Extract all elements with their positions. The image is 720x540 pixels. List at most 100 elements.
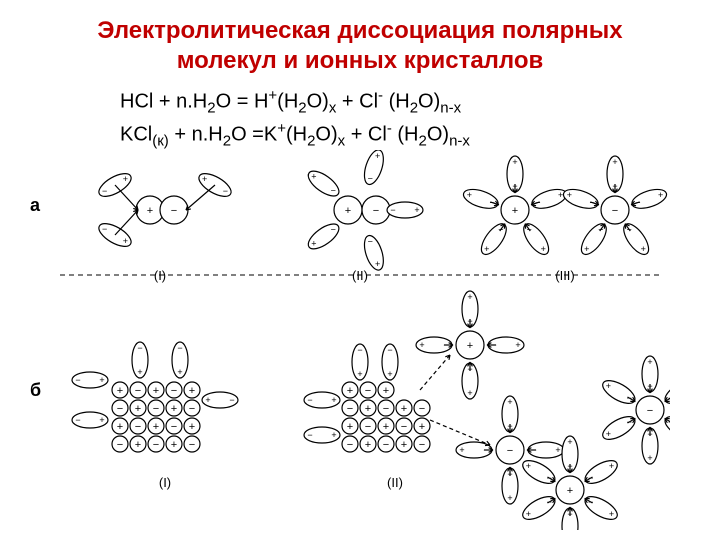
svg-text:+: + [189,421,195,433]
svg-text:(I): (I) [154,268,166,283]
svg-text:−: − [383,403,389,415]
svg-text:+: + [555,445,560,455]
svg-text:+: + [383,385,389,397]
svg-text:+: + [467,340,473,352]
svg-text:+: + [512,205,518,217]
svg-text:−: − [177,343,182,353]
svg-text:+: + [512,157,517,167]
svg-text:−: − [75,375,80,385]
svg-text:−: − [229,395,234,405]
svg-text:+: + [117,421,123,433]
svg-text:−: − [331,224,336,234]
svg-text:+: + [202,174,207,184]
svg-text:+: + [414,205,419,215]
svg-text:+: + [135,403,141,415]
svg-text:−: − [373,205,379,217]
svg-text:(III): (III) [555,268,575,283]
svg-text:+: + [331,430,336,440]
svg-text:(II): (II) [352,268,368,283]
svg-text:−: − [171,205,177,217]
svg-text:+: + [171,439,177,451]
svg-text:+: + [205,395,210,405]
svg-text:+: + [515,340,520,350]
svg-text:−: − [390,205,395,215]
svg-text:+: + [567,485,573,497]
svg-text:−: − [419,403,425,415]
svg-text:+: + [467,388,472,398]
equation-2: KCl(к) + n.H2O =K+(H2O)x + Cl- (H2O)n-x [120,119,720,152]
svg-text:−: − [368,236,373,246]
svg-text:+: + [467,292,472,302]
svg-text:+: + [606,381,611,391]
equations-block: HCl + n.H2O = H+(H2O)x + Cl- (H2O)n-x KC… [120,86,720,152]
svg-text:+: + [171,403,177,415]
svg-text:+: + [526,461,531,471]
svg-text:+: + [541,244,546,254]
svg-text:−: − [365,385,371,397]
svg-text:−: − [189,439,195,451]
svg-text:(I): (I) [159,475,171,490]
svg-text:−: − [507,445,513,457]
svg-text:+: + [347,385,353,397]
svg-text:+: + [609,509,614,519]
svg-text:−: − [331,186,336,196]
svg-text:−: − [189,403,195,415]
svg-text:+: + [177,367,182,377]
svg-text:+: + [347,421,353,433]
svg-text:(II): (II) [387,475,403,490]
svg-text:+: + [99,415,104,425]
svg-text:+: + [609,461,614,471]
svg-text:+: + [153,421,159,433]
svg-text:−: − [357,345,362,355]
svg-text:−: − [153,439,159,451]
svg-text:−: − [153,403,159,415]
svg-text:−: − [137,343,142,353]
svg-text:+: + [99,375,104,385]
svg-text:+: + [375,151,380,161]
svg-text:+: + [137,367,142,377]
diagram-svg: +−+−+−+−(I)+−+−+−+−+−+−(II)++−+−+−+−+−−+… [60,150,670,530]
svg-text:+: + [117,385,123,397]
svg-text:+: + [345,205,351,217]
svg-text:+: + [507,493,512,503]
svg-text:+: + [135,439,141,451]
svg-text:+: + [123,174,128,184]
svg-text:−: − [368,174,373,184]
svg-text:+: + [612,157,617,167]
svg-text:−: − [171,385,177,397]
svg-text:+: + [153,385,159,397]
svg-text:+: + [647,453,652,463]
label-b: б [30,380,41,401]
svg-text:+: + [484,244,489,254]
svg-text:+: + [375,259,380,269]
svg-text:−: − [387,345,392,355]
svg-text:−: − [307,395,312,405]
svg-text:+: + [357,369,362,379]
svg-text:+: + [507,397,512,407]
svg-text:−: − [401,421,407,433]
svg-text:−: − [223,186,228,196]
svg-text:+: + [467,190,472,200]
svg-text:−: − [347,439,353,451]
svg-text:−: − [135,385,141,397]
svg-text:+: + [311,239,316,249]
svg-text:+: + [311,171,316,181]
svg-text:+: + [584,244,589,254]
svg-text:+: + [526,509,531,519]
svg-text:+: + [331,395,336,405]
svg-text:+: + [401,403,407,415]
svg-text:−: − [647,405,653,417]
svg-text:+: + [658,190,663,200]
svg-text:+: + [189,385,195,397]
svg-text:−: − [171,421,177,433]
svg-text:+: + [383,421,389,433]
svg-text:+: + [567,437,572,447]
label-a: а [30,195,40,216]
svg-text:−: − [117,403,123,415]
svg-text:−: − [307,430,312,440]
svg-text:+: + [365,439,371,451]
svg-text:+: + [419,421,425,433]
equation-1: HCl + n.H2O = H+(H2O)x + Cl- (H2O)n-x [120,86,720,119]
svg-text:−: − [419,439,425,451]
svg-text:−: − [102,186,107,196]
